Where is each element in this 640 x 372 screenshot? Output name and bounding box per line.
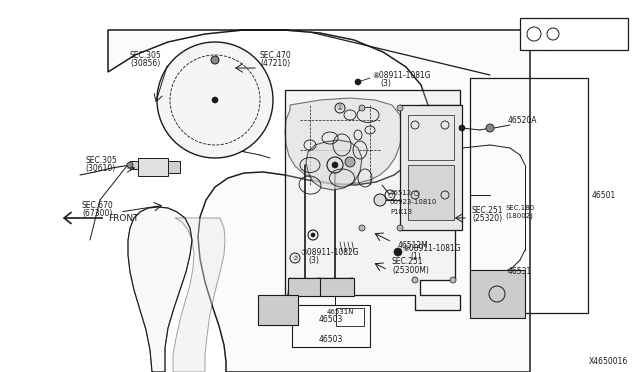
Bar — [138, 158, 168, 176]
Text: 46503: 46503 — [319, 336, 343, 344]
Text: ⑧08911-1081G: ⑧08911-1081G — [402, 244, 461, 253]
Bar — [470, 270, 525, 318]
Bar — [336, 308, 364, 326]
Text: 46512M: 46512M — [398, 241, 429, 250]
Text: X4650016: X4650016 — [589, 357, 628, 366]
Text: 46501: 46501 — [592, 190, 616, 199]
Text: (67300): (67300) — [82, 208, 113, 218]
Circle shape — [486, 124, 494, 132]
Text: 46531N: 46531N — [326, 309, 354, 315]
Text: SEC.305: SEC.305 — [130, 51, 162, 60]
Polygon shape — [285, 98, 402, 184]
Text: P1K13: P1K13 — [390, 209, 412, 215]
Circle shape — [459, 125, 465, 131]
Bar — [470, 78, 588, 313]
Text: ⑦: ⑦ — [292, 256, 298, 260]
Text: ①: ① — [337, 105, 343, 111]
Circle shape — [359, 105, 365, 111]
Circle shape — [394, 248, 402, 256]
Text: (30856): (30856) — [130, 58, 160, 67]
Text: ○: ○ — [388, 192, 392, 198]
Text: (47210): (47210) — [260, 58, 290, 67]
Bar — [408, 165, 454, 220]
Text: (3): (3) — [308, 256, 319, 264]
Bar — [130, 161, 138, 169]
Circle shape — [374, 194, 386, 206]
Text: ⑦08911-1082G: ⑦08911-1082G — [300, 247, 358, 257]
Text: 46503: 46503 — [319, 315, 343, 324]
Text: SEC.180: SEC.180 — [505, 205, 534, 211]
Text: SEC.251: SEC.251 — [472, 205, 504, 215]
Text: 08911-34010: 08911-34010 — [562, 25, 611, 31]
Circle shape — [397, 225, 403, 231]
Polygon shape — [173, 218, 225, 372]
Text: ⑧08911-1081G: ⑧08911-1081G — [372, 71, 431, 80]
Bar — [258, 295, 298, 325]
Polygon shape — [306, 140, 362, 190]
Text: SEC.305: SEC.305 — [85, 155, 116, 164]
Bar — [400, 105, 462, 230]
Text: 46520A: 46520A — [508, 115, 538, 125]
Circle shape — [157, 42, 273, 158]
Circle shape — [127, 162, 133, 168]
Circle shape — [212, 97, 218, 103]
Text: FRONT: FRONT — [108, 214, 138, 222]
Text: (3): (3) — [570, 37, 580, 43]
Bar — [168, 161, 180, 173]
Circle shape — [412, 277, 418, 283]
Bar — [520, 18, 628, 50]
Circle shape — [211, 56, 219, 64]
Circle shape — [450, 277, 456, 283]
Polygon shape — [285, 90, 460, 310]
Text: SEC.251: SEC.251 — [392, 257, 424, 266]
Circle shape — [359, 225, 365, 231]
Text: (18002): (18002) — [505, 213, 533, 219]
Bar — [288, 278, 320, 296]
Text: 46531: 46531 — [508, 267, 532, 276]
Polygon shape — [108, 30, 530, 372]
Circle shape — [345, 157, 355, 167]
Text: (30610): (30610) — [85, 164, 115, 173]
Text: (3): (3) — [380, 78, 391, 87]
Bar — [318, 278, 354, 296]
Text: N: N — [550, 32, 556, 36]
Polygon shape — [128, 207, 192, 372]
Text: (25300M): (25300M) — [392, 266, 429, 275]
Text: (25320): (25320) — [472, 214, 502, 222]
Text: (1): (1) — [410, 251, 420, 260]
Circle shape — [397, 105, 403, 111]
Bar — [292, 305, 370, 347]
Text: SEC.670: SEC.670 — [82, 201, 114, 209]
Text: ①: ① — [531, 29, 538, 38]
Text: 46512-○: 46512-○ — [390, 189, 420, 195]
Text: SEC.470: SEC.470 — [260, 51, 292, 60]
Circle shape — [355, 79, 361, 85]
Circle shape — [332, 162, 338, 168]
Circle shape — [311, 233, 315, 237]
Text: 00923-10810: 00923-10810 — [390, 199, 437, 205]
Bar — [408, 115, 454, 160]
